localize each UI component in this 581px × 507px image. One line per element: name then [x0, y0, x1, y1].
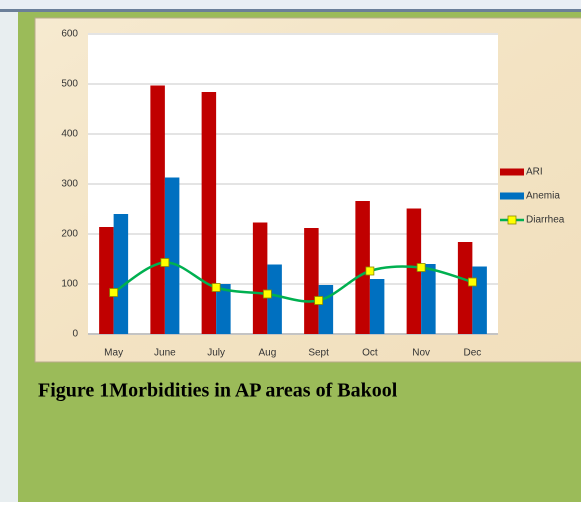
bar — [472, 266, 487, 334]
y-tick-label: 200 — [61, 229, 78, 240]
x-tick-label: Sept — [308, 348, 329, 359]
y-tick-label: 500 — [61, 79, 78, 90]
x-tick-label: June — [154, 348, 176, 359]
x-tick-label: May — [104, 348, 123, 359]
caption: Figure 1Morbidities in AP areas of Bakoo… — [38, 380, 398, 402]
x-tick-label: Dec — [463, 348, 481, 359]
bar — [252, 222, 268, 334]
bar — [201, 92, 217, 334]
bar — [421, 264, 436, 334]
bar — [406, 208, 422, 334]
legend-swatch — [500, 192, 524, 200]
line-marker — [109, 288, 119, 297]
bar — [355, 201, 370, 334]
legend-swatch — [507, 215, 517, 225]
x-tick-label: Oct — [362, 348, 378, 359]
y-tick-label: 300 — [61, 179, 78, 190]
line-marker — [365, 266, 375, 276]
top-rule — [0, 9, 581, 12]
legend-label: ARI — [526, 167, 543, 178]
line-marker — [314, 296, 324, 305]
y-tick-label: 600 — [61, 29, 78, 40]
y-tick-label: 400 — [61, 129, 78, 140]
bar — [99, 227, 114, 334]
line-marker — [160, 258, 170, 267]
bar — [304, 228, 319, 334]
line-marker — [416, 263, 426, 272]
bar — [216, 284, 231, 334]
bar — [457, 242, 473, 334]
line-marker — [262, 289, 272, 299]
legend-swatch — [500, 168, 524, 176]
bar — [113, 214, 129, 334]
x-tick-label: Nov — [412, 348, 430, 359]
legend-label: Diarrhea — [526, 215, 565, 226]
x-tick-label: July — [207, 348, 225, 359]
x-tick-label: Aug — [258, 348, 276, 359]
y-tick-label: 0 — [72, 329, 78, 340]
line-marker — [467, 277, 477, 287]
bar — [150, 85, 165, 334]
y-tick-label: 100 — [61, 279, 78, 290]
bar — [369, 279, 385, 334]
bar — [267, 264, 282, 334]
line-marker — [211, 283, 221, 292]
bar — [164, 177, 180, 334]
left-margin — [0, 12, 18, 502]
legend-label: Anemia — [526, 191, 560, 202]
bar — [318, 285, 334, 334]
top-strip — [0, 0, 581, 10]
